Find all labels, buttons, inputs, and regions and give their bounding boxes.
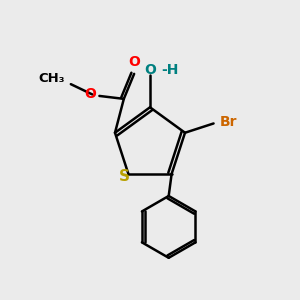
- Text: -H: -H: [161, 64, 178, 77]
- Text: S: S: [118, 169, 129, 184]
- Text: O: O: [128, 55, 140, 68]
- Text: Br: Br: [220, 115, 238, 129]
- Text: CH₃: CH₃: [38, 72, 65, 85]
- Text: O: O: [144, 64, 156, 77]
- Text: O: O: [84, 88, 96, 101]
